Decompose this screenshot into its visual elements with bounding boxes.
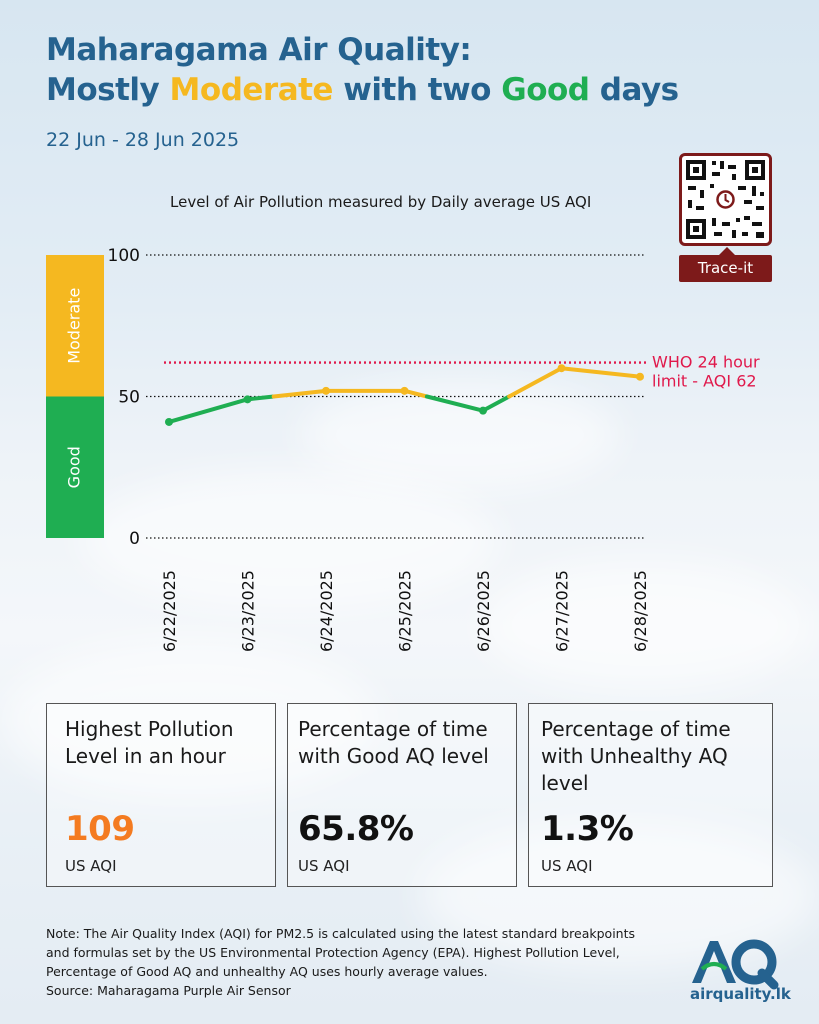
aqi-band-bar: Good Moderate — [46, 255, 104, 538]
data-point — [557, 364, 566, 373]
card-value: 1.3% — [541, 809, 634, 849]
title-good-word: Good — [501, 72, 590, 108]
title-line-2-prefix: Mostly — [46, 72, 170, 108]
page-title: Maharagama Air Quality: Mostly Moderate … — [46, 30, 679, 110]
card-value: 65.8% — [298, 809, 414, 849]
y-tick-label: 50 — [118, 388, 140, 408]
series-segment — [271, 388, 328, 399]
title-moderate-word: Moderate — [169, 72, 334, 108]
cloud-decoration — [300, 380, 620, 490]
x-tick-label: 6/25/2025 — [396, 570, 415, 652]
series-segment — [245, 394, 276, 402]
band-moderate — [46, 255, 104, 397]
x-tick-label: 6/26/2025 — [474, 570, 493, 652]
x-tick-label: 6/28/2025 — [631, 570, 650, 652]
who-limit-label-line-1: WHO 24 hour — [652, 353, 760, 372]
title-line-2-middle: with two — [332, 72, 502, 108]
cloud-decoration — [480, 560, 810, 690]
date-range: 22 Jun - 28 Jun 2025 — [46, 129, 240, 151]
note-text: Note: The Air Quality Index (AQI) for PM… — [46, 926, 636, 979]
aqi-series — [165, 364, 644, 426]
cloud-decoration — [80, 470, 500, 610]
data-point — [243, 395, 252, 404]
qr-label-notch — [719, 247, 735, 255]
x-axis-labels: 6/22/2025 6/23/2025 6/24/2025 6/25/2025 6/26… — [160, 570, 650, 652]
data-point — [165, 417, 173, 426]
airquality-logo-icon[interactable] — [684, 935, 784, 1005]
title-line-1: Maharagama Air Quality: — [46, 32, 472, 68]
logo-text: airquality.lk — [690, 985, 791, 1003]
x-tick-label: 6/22/2025 — [160, 570, 179, 652]
x-tick-label: 6/27/2025 — [553, 570, 572, 652]
title-line-2-suffix: days — [589, 72, 679, 108]
data-point — [479, 406, 487, 415]
data-point — [322, 386, 330, 395]
data-point — [400, 386, 409, 395]
footnote: Note: The Air Quality Index (AQI) for PM… — [46, 924, 656, 1000]
series-segment — [167, 397, 250, 424]
qr-code-icon[interactable] — [679, 153, 772, 246]
who-limit-label-line-2: limit - AQI 62 — [652, 372, 757, 391]
card-unit: US AQI — [298, 857, 350, 875]
card-unit: US AQI — [65, 857, 117, 875]
card-heading: Highest Pollution Level in an hour — [65, 717, 234, 768]
series-segment — [481, 394, 512, 413]
stat-card-highest-pollution: Highest Pollution Level in an hour 109 U… — [46, 703, 276, 887]
series-segment — [507, 366, 564, 399]
source-text: Source: Maharagama Purple Air Sensor — [46, 983, 291, 998]
cloud-decoration — [0, 640, 380, 800]
stat-card-good-aq: Percentage of time with Good AQ level 65… — [287, 703, 517, 887]
series-segment — [424, 394, 485, 413]
band-label: Moderate — [65, 288, 84, 364]
card-heading: Percentage of time with Unhealthy AQ lev… — [541, 717, 731, 795]
band-good — [46, 396, 104, 538]
x-tick-label: 6/24/2025 — [317, 570, 336, 652]
band-label: Good — [65, 446, 84, 488]
trace-it-label[interactable]: Trace-it — [679, 255, 772, 282]
chart-title: Level of Air Pollution measured by Daily… — [170, 193, 592, 211]
chart-axes: 0 50 100 — [108, 246, 646, 549]
y-tick-label: 0 — [129, 529, 140, 549]
x-tick-label: 6/23/2025 — [239, 570, 258, 652]
card-value: 109 — [65, 809, 135, 849]
series-segment — [559, 366, 642, 379]
card-heading: Percentage of time with Good AQ level — [298, 717, 489, 768]
data-point — [636, 372, 644, 381]
y-tick-label: 100 — [108, 246, 140, 266]
card-unit: US AQI — [541, 857, 593, 875]
stat-card-unhealthy-aq: Percentage of time with Unhealthy AQ lev… — [528, 703, 773, 887]
